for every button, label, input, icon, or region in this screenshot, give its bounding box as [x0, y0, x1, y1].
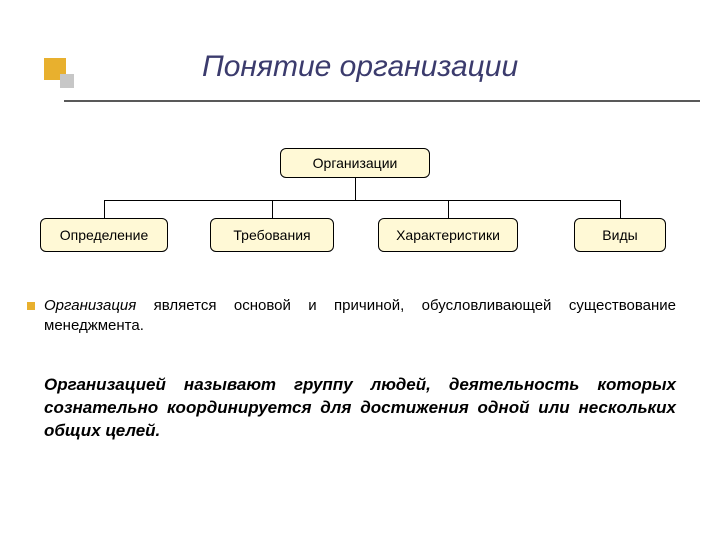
org-child-label: Требования — [233, 227, 310, 243]
org-child-label: Определение — [60, 227, 149, 243]
connector-drop — [104, 200, 105, 218]
body-paragraph-1: Организация является основой и причиной,… — [44, 296, 676, 337]
org-root-label: Организации — [313, 155, 398, 171]
para1-lead: Организация — [44, 297, 136, 314]
org-child-box: Виды — [574, 218, 666, 252]
org-root-box: Организации — [280, 148, 430, 178]
title-accent-square-small — [60, 74, 74, 88]
org-child-label: Характеристики — [396, 227, 500, 243]
connector-drop — [272, 200, 273, 218]
connector-drop — [448, 200, 449, 218]
slide-title: Понятие организации — [202, 50, 518, 84]
title-underline — [64, 100, 700, 102]
connector-trunk — [355, 178, 356, 200]
connector-hbar — [104, 200, 620, 201]
org-child-box: Требования — [210, 218, 334, 252]
connector-drop — [620, 200, 621, 218]
bullet-icon — [27, 302, 35, 310]
org-child-box: Характеристики — [378, 218, 518, 252]
body-paragraph-2: Организацией называют группу людей, деят… — [44, 374, 676, 443]
para1-rest: является основой и причиной, обусловлива… — [44, 297, 676, 334]
org-child-box: Определение — [40, 218, 168, 252]
org-child-label: Виды — [602, 227, 637, 243]
